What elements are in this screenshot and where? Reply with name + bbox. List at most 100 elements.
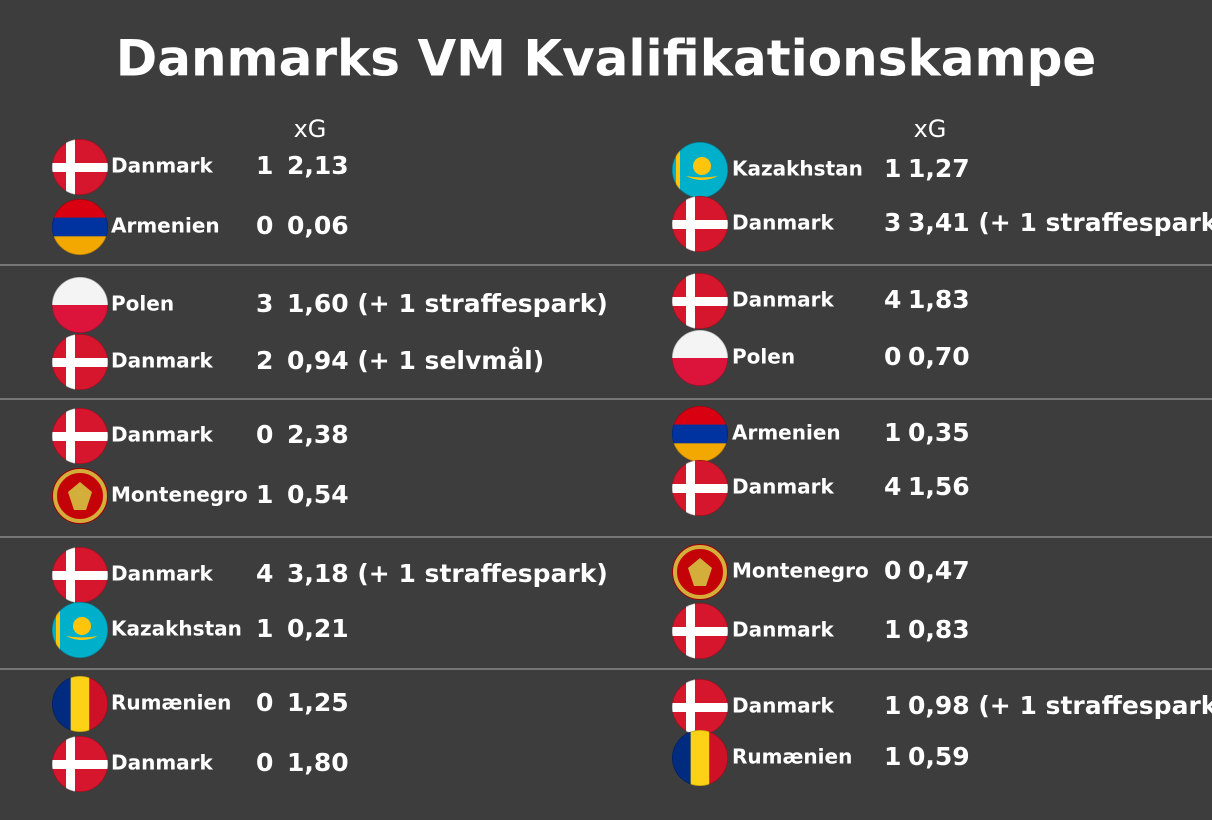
xg: 0,83 <box>908 615 970 644</box>
flag-part <box>52 199 108 218</box>
flag-dk <box>52 547 108 603</box>
flag-ro <box>52 676 108 732</box>
flag-part <box>676 142 680 198</box>
xg: 3,18 (+ 1 straffespark) <box>287 559 608 588</box>
team-name: Danmark <box>111 154 214 178</box>
flag-part <box>52 163 108 172</box>
flag-ro <box>672 730 728 786</box>
xg-header: xG <box>914 115 947 143</box>
flag-part <box>52 676 71 732</box>
goals: 4 <box>256 559 273 588</box>
flag-dk <box>52 736 108 792</box>
xg: 1,25 <box>287 688 349 717</box>
team-name: Danmark <box>732 618 835 642</box>
flag-part <box>56 602 60 658</box>
goals: 1 <box>256 151 273 180</box>
flag-eagle <box>686 176 718 180</box>
team-name: Rumænien <box>111 691 231 715</box>
goals: 1 <box>884 154 901 183</box>
flag-part <box>70 676 90 732</box>
team-name: Armenien <box>732 421 841 445</box>
flag-am <box>52 199 108 255</box>
xg: 0,70 <box>908 342 970 371</box>
flag-dk <box>52 334 108 390</box>
goals: 1 <box>884 418 901 447</box>
xg: 3,41 (+ 1 straffespark) <box>908 208 1212 237</box>
xg: 0,98 (+ 1 straffespark) <box>908 691 1212 720</box>
goals: 1 <box>884 742 901 771</box>
xg: 0,47 <box>908 556 970 585</box>
xg: 0,59 <box>908 742 970 771</box>
flag-part <box>672 297 728 306</box>
title: Danmarks VM Kvalifikationskampe <box>116 30 1097 88</box>
flag-emblem <box>688 558 712 586</box>
xg: 0,21 <box>287 614 349 643</box>
flag-part <box>52 236 108 255</box>
xg: 1,56 <box>908 472 970 501</box>
flag-part <box>672 424 728 444</box>
flag-part <box>672 443 728 462</box>
flag-part <box>52 358 108 367</box>
flag-part <box>52 217 108 237</box>
goals: 4 <box>884 285 901 314</box>
flag-dk <box>672 460 728 516</box>
flag-part <box>672 627 728 636</box>
flag-emblem <box>68 482 92 510</box>
goals: 0 <box>256 688 273 717</box>
flag-me <box>52 468 108 524</box>
flag-border <box>673 545 727 599</box>
xg: 0,54 <box>287 480 349 509</box>
team-name: Danmark <box>732 694 835 718</box>
flag-dk <box>672 603 728 659</box>
flag-part <box>690 730 710 786</box>
team-name: Montenegro <box>111 483 248 507</box>
flag-pl <box>52 277 108 333</box>
xg: 0,94 (+ 1 selvmål) <box>287 346 544 375</box>
xg: 1,80 <box>287 748 349 777</box>
flag-part <box>672 484 728 493</box>
team-name: Danmark <box>732 211 835 235</box>
flag-part <box>672 220 728 229</box>
team-name: Danmark <box>111 751 214 775</box>
goals: 1 <box>884 691 901 720</box>
xg: 0,06 <box>287 211 349 240</box>
flag-part <box>672 406 728 425</box>
team-name: Polen <box>732 345 795 369</box>
xg: 1,83 <box>908 285 970 314</box>
team-name: Armenien <box>111 214 220 238</box>
goals: 4 <box>884 472 901 501</box>
team-name: Montenegro <box>732 559 869 583</box>
team-name: Rumænien <box>732 745 852 769</box>
goals: 0 <box>256 211 273 240</box>
flag-part <box>709 730 728 786</box>
flag-me <box>672 544 728 600</box>
flag-part <box>52 571 108 580</box>
flag-sun <box>73 617 91 635</box>
goals: 2 <box>256 346 273 375</box>
team-name: Kazakhstan <box>111 617 242 641</box>
team-name: Danmark <box>111 423 214 447</box>
goals: 0 <box>884 556 901 585</box>
flag-eagle <box>66 636 98 640</box>
flag-part <box>52 432 108 441</box>
flag-dk <box>672 273 728 329</box>
flag-dk <box>672 196 728 252</box>
team-name: Polen <box>111 292 174 316</box>
goals: 1 <box>256 480 273 509</box>
flag-border <box>53 469 107 523</box>
goals: 1 <box>884 615 901 644</box>
flag-dk <box>52 139 108 195</box>
team-name: Danmark <box>111 562 214 586</box>
xg: 2,13 <box>287 151 349 180</box>
flag-part <box>672 730 691 786</box>
goals: 0 <box>256 420 273 449</box>
goals: 3 <box>256 289 273 318</box>
xg: 1,27 <box>908 154 970 183</box>
flag-dk <box>672 679 728 735</box>
xg: 2,38 <box>287 420 349 449</box>
goals: 0 <box>884 342 901 371</box>
xg-header: xG <box>294 115 327 143</box>
goals: 1 <box>256 614 273 643</box>
team-name: Danmark <box>111 349 214 373</box>
